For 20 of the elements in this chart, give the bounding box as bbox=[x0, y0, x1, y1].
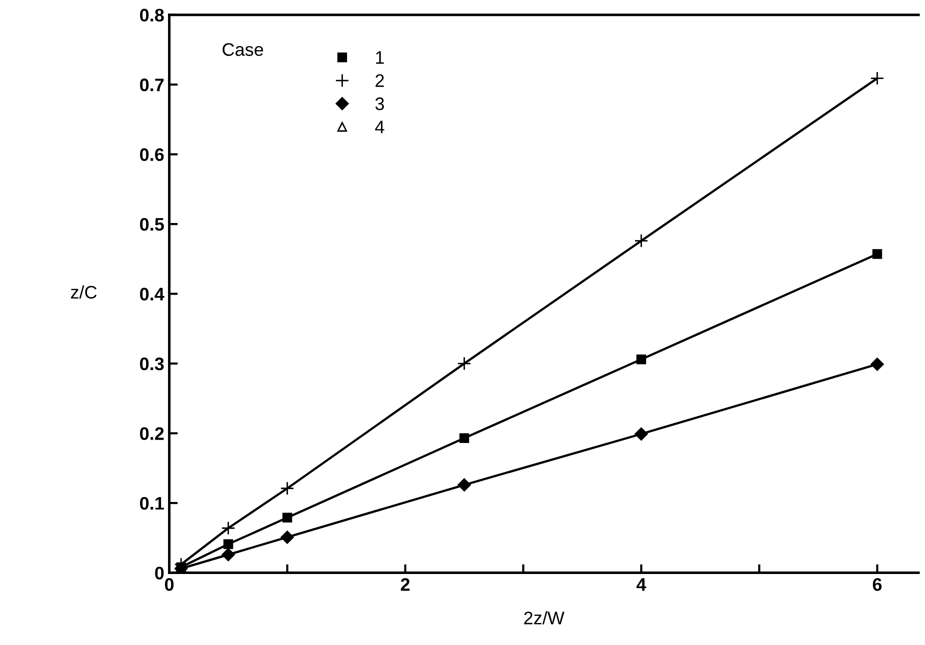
y-tick-label: 0.7 bbox=[140, 78, 164, 92]
legend-label: 3 bbox=[375, 97, 384, 110]
y-tick-label: 0.2 bbox=[140, 427, 164, 440]
x-axis-title: 2z/W bbox=[524, 611, 564, 624]
y-tick-label: 0.5 bbox=[140, 218, 164, 231]
legend-label: 2 bbox=[376, 74, 384, 87]
x-tick-label: 6 bbox=[872, 578, 882, 591]
y-tick-label: 0.6 bbox=[140, 148, 164, 162]
legend-label: 4 bbox=[375, 120, 384, 134]
legend-title: Case bbox=[222, 43, 264, 56]
y-tick-label: 0 bbox=[155, 566, 164, 580]
y-tick-label: 0.8 bbox=[140, 8, 164, 22]
x-tick-label: 2 bbox=[400, 578, 410, 591]
x-tick-label: 4 bbox=[636, 578, 646, 591]
y-tick-label: 0.3 bbox=[140, 357, 164, 370]
y-tick-label: 0.1 bbox=[140, 496, 164, 510]
y-tick-label: 0.4 bbox=[140, 288, 164, 301]
legend-label: 1 bbox=[376, 51, 384, 64]
x-tick-label: 0 bbox=[164, 578, 174, 591]
y-axis-title: z/C bbox=[70, 285, 97, 299]
